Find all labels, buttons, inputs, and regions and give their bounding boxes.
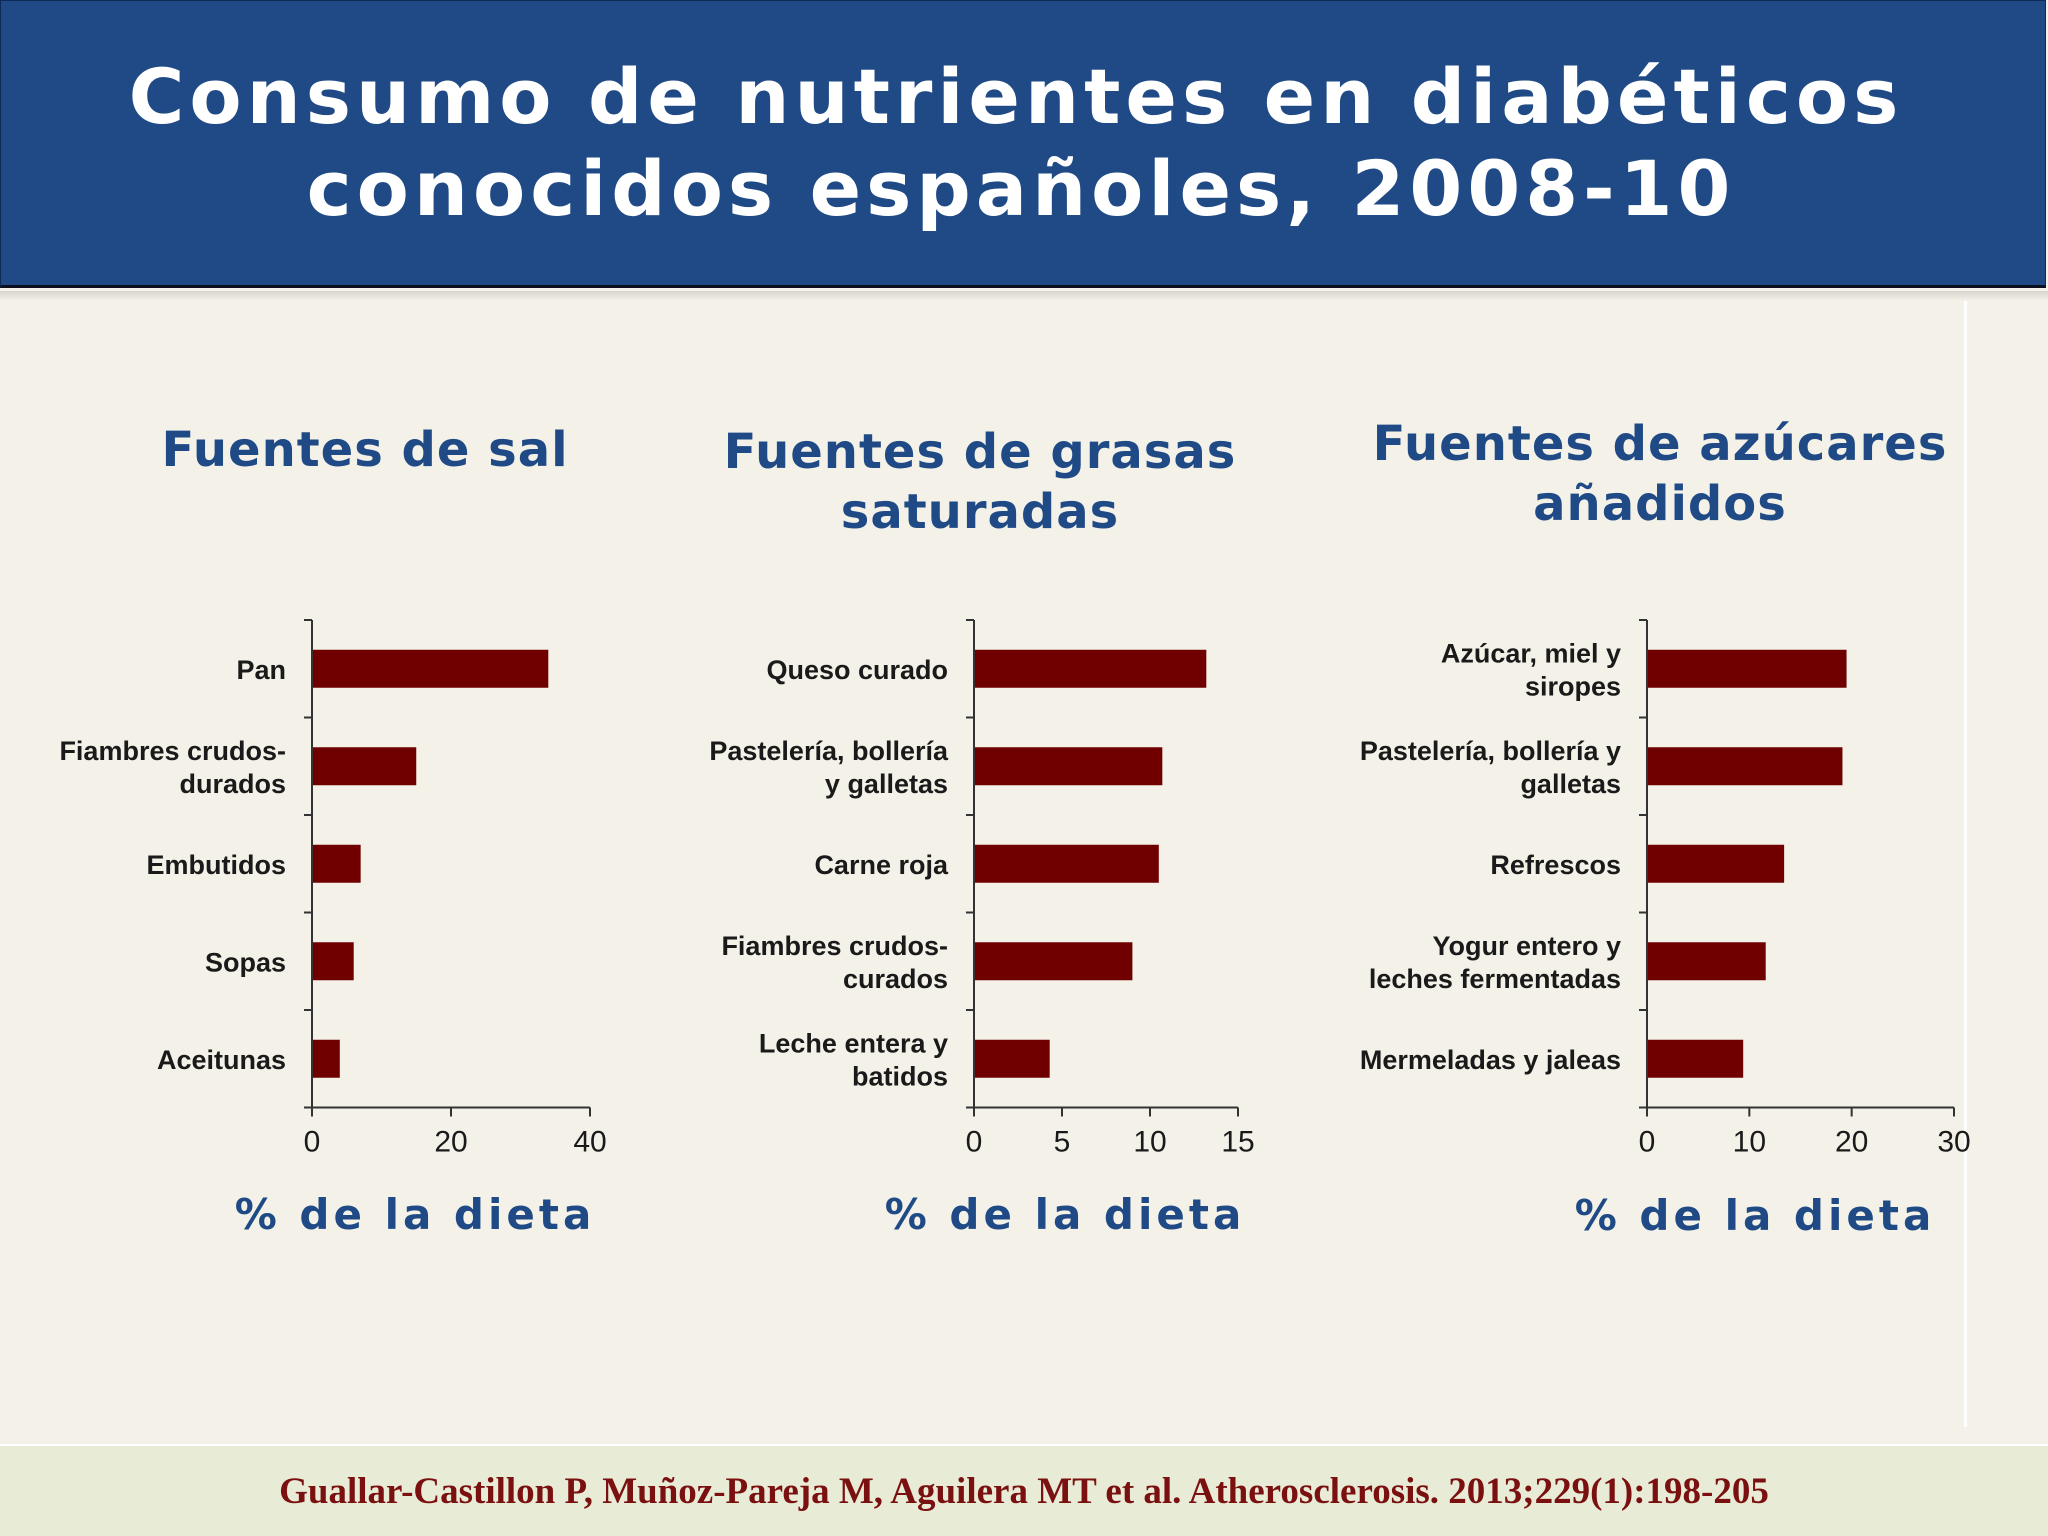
category-label: Mermeladas y jaleas <box>1360 1045 1621 1075</box>
bar <box>975 844 1159 883</box>
bar <box>975 1039 1050 1078</box>
category-label: Sopas <box>205 947 286 977</box>
header-shadow <box>0 291 2048 301</box>
category-label-line: Carne roja <box>814 850 949 880</box>
slide-header: Consumo de nutrientes en diabéticos cono… <box>0 0 2046 288</box>
slide-footer: Guallar-Castillon P, Muñoz-Pareja M, Agu… <box>0 1444 2048 1536</box>
category-label: Fiambres crudos-durados <box>59 736 286 799</box>
category-label: Pan <box>236 655 286 685</box>
category-label-line: Queso curado <box>766 655 948 685</box>
chart-2-title-line-2: saturadas <box>840 484 1120 540</box>
category-label-line: y galletas <box>825 769 948 799</box>
category-label-line: leches fermentadas <box>1369 964 1621 994</box>
category-label-line: durados <box>179 769 286 799</box>
category-label-line: Fiambres crudos- <box>721 931 948 961</box>
category-label-line: Yogur entero y <box>1432 931 1621 961</box>
category-label: Leche entera y batidos <box>759 1028 948 1091</box>
chart-1-xlabel: % de la dieta <box>234 1190 596 1239</box>
category-label: Pastelería, bollería y galletas <box>1360 736 1621 799</box>
bar <box>313 1039 340 1078</box>
bar <box>975 942 1133 981</box>
x-tick-label: 30 <box>1937 1126 1970 1159</box>
chart-1-title: Fuentes de sal <box>110 420 620 480</box>
category-label-line: Refrescos <box>1490 850 1621 880</box>
category-label: Embutidos <box>147 850 287 880</box>
bar <box>1648 649 1847 688</box>
bar <box>975 747 1163 786</box>
category-label-line: Fiambres crudos- <box>59 736 286 766</box>
x-tick-label: 15 <box>1221 1126 1254 1159</box>
category-label-line: Aceitunas <box>157 1045 286 1075</box>
category-label: Refrescos <box>1490 850 1621 880</box>
category-label: Queso curado <box>766 655 948 685</box>
chart-2-xlabel: % de la dieta <box>884 1190 1246 1239</box>
category-label-line: siropes <box>1525 671 1621 701</box>
slide-title-line-1: Consumo de nutrientes en diabéticos <box>128 52 1904 141</box>
citation: Guallar-Castillon P, Muñoz-Pareja M, Agu… <box>279 1470 1769 1512</box>
x-tick-label: 5 <box>1054 1126 1071 1159</box>
category-label-line: batidos <box>852 1061 948 1091</box>
chart-2-title: Fuentes de grasas saturadas <box>680 422 1280 542</box>
x-tick-label: 10 <box>1733 1126 1766 1159</box>
category-label: Pastelería, bollería y galletas <box>709 736 949 799</box>
bar <box>1648 1039 1744 1078</box>
bar <box>1648 942 1766 981</box>
chart-3-title-line-2: añadidos <box>1533 476 1787 532</box>
slide-title-line-2: conocidos españoles, 2008-10 <box>306 144 1736 233</box>
chart-3-svg: Azúcar, miel y siropes Pastelería, bollerí… <box>1360 619 1971 1159</box>
x-tick-label: 10 <box>1133 1126 1166 1159</box>
chart-3-xlabel: % de la dieta <box>1574 1191 1936 1240</box>
chart-2-title-line-1: Fuentes de grasas <box>723 424 1237 480</box>
x-tick-label: 0 <box>304 1126 321 1159</box>
chart-3-title-line-1: Fuentes de azúcares <box>1372 416 1948 472</box>
bar <box>313 844 361 883</box>
x-tick-label: 0 <box>966 1126 983 1159</box>
x-tick-label: 0 <box>1639 1126 1656 1159</box>
category-label-line: Pastelería, bollería <box>709 736 949 766</box>
category-label: Fiambres crudos-curados <box>721 931 948 994</box>
category-label-line: galletas <box>1520 769 1621 799</box>
category-label-line: Sopas <box>205 947 286 977</box>
category-label-line: Pastelería, bollería y <box>1360 736 1621 766</box>
bar <box>1648 747 1843 786</box>
chart-2-svg: Queso curado Pastelería, bollería y gallet… <box>709 619 1255 1159</box>
chart-1-title-line-1: Fuentes de sal <box>161 422 569 478</box>
bar <box>975 649 1207 688</box>
bar <box>313 649 549 688</box>
bar <box>313 942 354 981</box>
chart-1-svg: Pan Fiambres crudos-durados Embutidos Sopas… <box>59 619 607 1159</box>
category-label-line: Embutidos <box>147 850 287 880</box>
category-label-line: curados <box>843 964 948 994</box>
x-tick-label: 40 <box>573 1126 606 1159</box>
category-label-line: Mermeladas y jaleas <box>1360 1045 1621 1075</box>
category-label-line: Pan <box>236 655 286 685</box>
bar <box>1648 844 1785 883</box>
category-label: Carne roja <box>814 850 949 880</box>
category-label-line: Azúcar, miel y <box>1441 638 1621 668</box>
x-tick-label: 20 <box>1835 1126 1868 1159</box>
chart-3-title: Fuentes de azúcares añadidos <box>1340 414 1980 534</box>
category-label: Azúcar, miel y siropes <box>1441 638 1621 701</box>
bar <box>313 747 417 786</box>
category-label-line: Leche entera y <box>759 1028 948 1058</box>
category-label: Aceitunas <box>157 1045 286 1075</box>
x-tick-label: 20 <box>434 1126 467 1159</box>
category-label: Yogur entero y leches fermentadas <box>1369 931 1621 994</box>
